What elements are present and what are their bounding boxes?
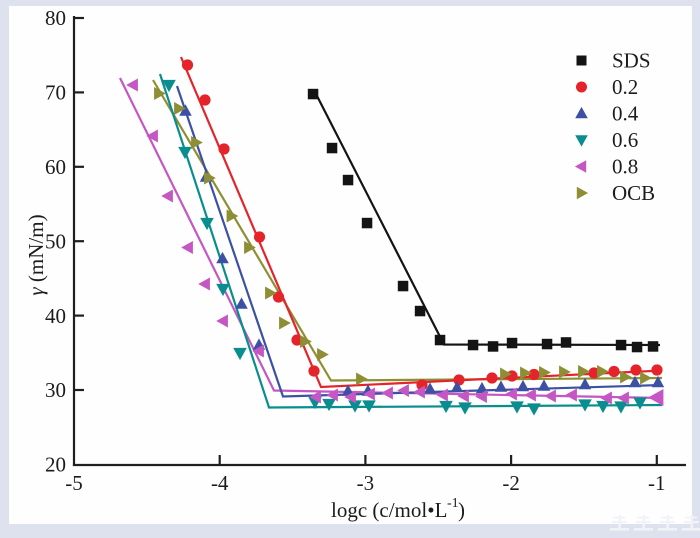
- svg-text:30: 30: [45, 378, 66, 402]
- svg-text:70: 70: [45, 81, 66, 105]
- svg-text:-3: -3: [357, 471, 375, 495]
- svg-text:0.8: 0.8: [612, 155, 638, 179]
- svg-text:0.6: 0.6: [612, 128, 638, 152]
- svg-text:γ (mN/m): γ (mN/m): [24, 214, 48, 295]
- svg-text:-2: -2: [502, 471, 520, 495]
- svg-text:80: 80: [45, 6, 66, 30]
- svg-text:-1: -1: [648, 471, 666, 495]
- svg-text:SDS: SDS: [612, 49, 651, 73]
- svg-text:logc (c/mol•L: logc (c/mol•L: [331, 498, 447, 522]
- svg-text:0.2: 0.2: [612, 75, 638, 99]
- svg-text:50: 50: [45, 229, 66, 253]
- svg-text:-4: -4: [211, 471, 229, 495]
- svg-text:0.4: 0.4: [612, 102, 639, 126]
- svg-text:): ): [458, 498, 465, 522]
- svg-text:-1: -1: [447, 496, 459, 511]
- svg-text:-5: -5: [65, 471, 83, 495]
- svg-text:20: 20: [45, 453, 66, 477]
- svg-text:60: 60: [45, 155, 66, 179]
- svg-text:40: 40: [45, 304, 66, 328]
- svg-text:OCB: OCB: [612, 181, 655, 205]
